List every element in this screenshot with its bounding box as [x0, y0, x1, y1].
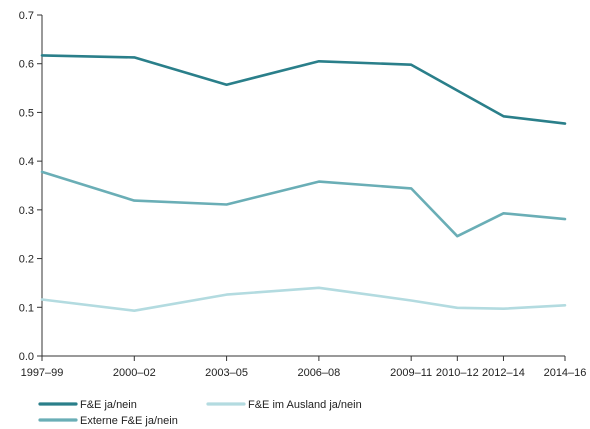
- y-tick-label: 0.7: [19, 10, 34, 22]
- axes: 0.0 0.1 0.2 0.3 0.4 0.5 0.6 0.7 1997–99 2000–02 20…: [19, 10, 587, 379]
- x-tick-label: 2010–12: [436, 367, 479, 379]
- legend-label: Externe F&E ja/nein: [80, 415, 178, 427]
- legend-label: F&E im Ausland ja/nein: [248, 399, 362, 411]
- y-tick-label: 0.1: [19, 302, 34, 314]
- x-tick-label: 2009–11: [390, 367, 432, 379]
- y-tick-label: 0.4: [19, 156, 34, 168]
- y-tick-label: 0.2: [19, 254, 34, 266]
- y-tick-label: 0.6: [19, 59, 34, 71]
- series-line-3: [40, 286, 567, 313]
- legend: F&E ja/nein Externe F&E ja/nein F&E im Aus…: [38, 399, 362, 427]
- y-tick-label: 0.0: [19, 351, 34, 363]
- legend-label: F&E ja/nein: [80, 399, 137, 411]
- y-tick-label: 0.3: [19, 205, 34, 217]
- x-tick-label: 2003–05: [205, 367, 248, 379]
- x-tick-label: 2000–02: [113, 367, 156, 379]
- series-lines: [40, 54, 567, 313]
- series-line-2: [40, 170, 567, 238]
- x-tick-label: 1997–99: [21, 367, 64, 379]
- x-tick-label: 2014–16: [544, 367, 587, 379]
- x-tick-label: 2012–14: [482, 367, 525, 379]
- y-tick-label: 0.5: [19, 107, 34, 119]
- x-tick-label: 2006–08: [297, 367, 340, 379]
- series-line-1: [40, 54, 567, 125]
